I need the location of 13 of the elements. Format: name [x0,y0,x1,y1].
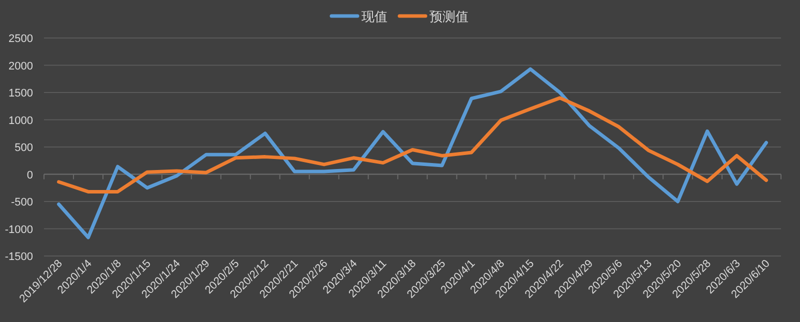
legend-label: 现值 [362,9,388,24]
y-tick-label: 1000 [8,114,33,127]
y-tick-label: -1000 [4,224,33,236]
y-tick-label: 2000 [8,60,33,72]
y-tick-label: 500 [14,142,33,154]
legend-label: 预测值 [430,9,468,24]
line-series [56,67,768,240]
y-tick-label: 0 [26,169,33,182]
y-tick-label: 2500 [8,33,33,45]
y-tick-label: 1500 [8,88,33,100]
y-tick-label: -500 [10,196,33,208]
y-tick-label: -1500 [4,251,33,263]
line-series [56,96,768,194]
